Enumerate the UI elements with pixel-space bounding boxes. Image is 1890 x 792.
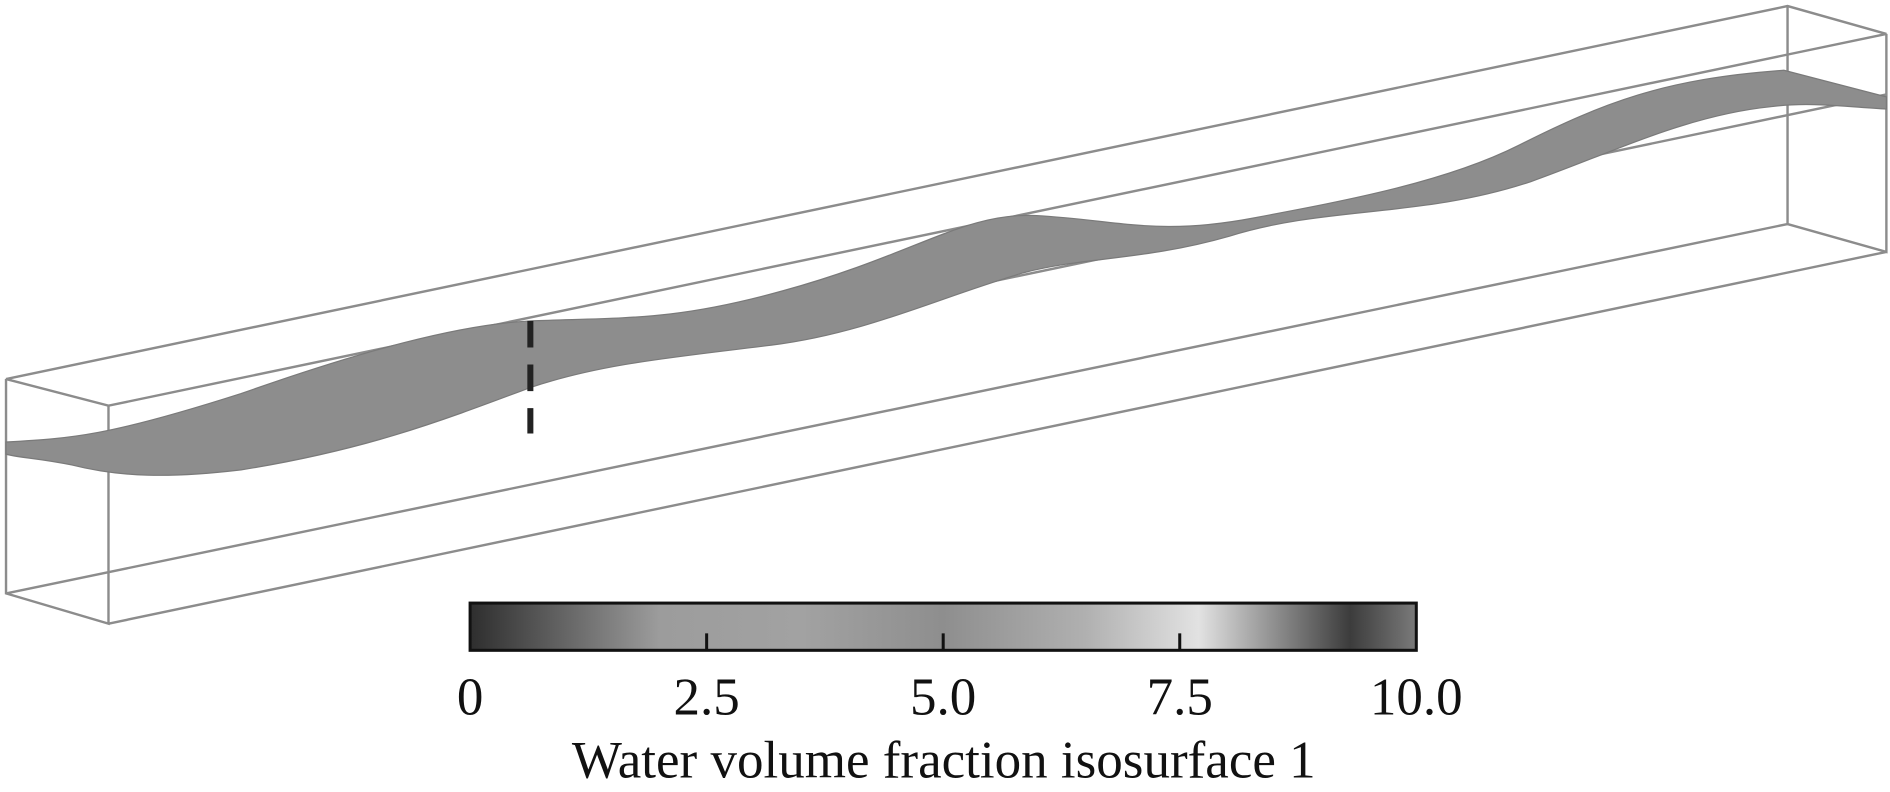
colorbar-tick-label: 5.0	[910, 668, 976, 726]
domain-box	[4, 4, 1888, 626]
colorbar-tick-label: 10.0	[1370, 668, 1463, 726]
colorbar-tick-label: 0	[457, 668, 484, 726]
colorbar-tick-label: 2.5	[673, 668, 739, 726]
colorbar-tick-label: 7.5	[1147, 668, 1213, 726]
water-isosurface	[5, 69, 1887, 476]
colorbar-title: Water volume fraction isosurface 1	[572, 731, 1316, 789]
